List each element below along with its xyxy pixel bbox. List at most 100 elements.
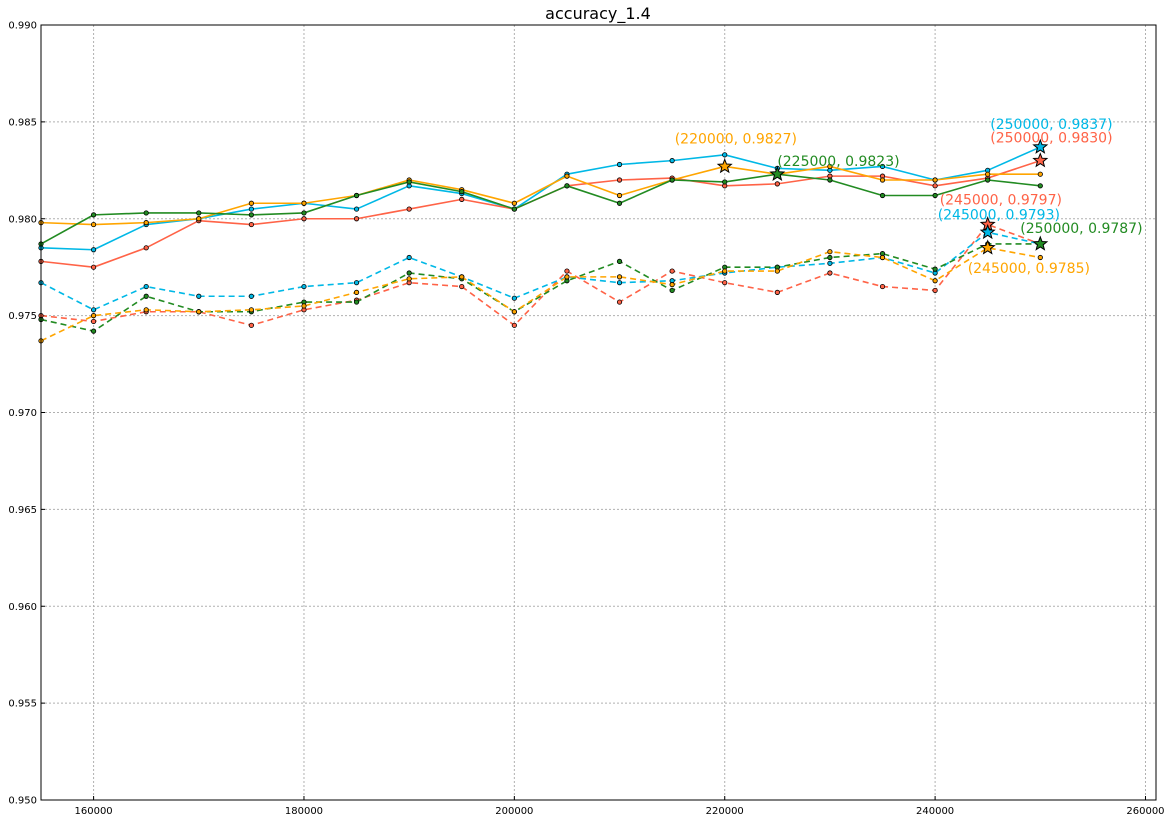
- best-value-annotation: (245000, 0.9785): [968, 261, 1090, 277]
- best-star-marker: [1032, 235, 1049, 251]
- data-point: [90, 264, 97, 270]
- data-point: [248, 322, 254, 328]
- data-point: [90, 221, 97, 228]
- data-point: [511, 295, 517, 301]
- data-point: [879, 254, 886, 261]
- data-point: [827, 254, 833, 261]
- x-tick-label: 260000: [1126, 806, 1164, 817]
- data-point: [985, 171, 991, 177]
- data-point: [248, 293, 254, 299]
- data-point: [248, 307, 254, 313]
- best-value-annotation: (220000, 0.9827): [675, 131, 797, 147]
- data-point: [353, 216, 360, 222]
- data-point: [143, 220, 149, 226]
- data-point: [879, 283, 886, 290]
- data-point: [932, 177, 938, 183]
- series-7-dashed: [38, 245, 1043, 344]
- y-tick-label: 0.980: [8, 214, 37, 225]
- series-line: [40, 247, 1041, 342]
- data-point: [459, 274, 465, 280]
- y-tick-label: 0.955: [8, 699, 37, 710]
- data-point: [248, 206, 254, 212]
- best-star-marker: [1032, 138, 1049, 154]
- x-tick-label: 200000: [495, 806, 533, 817]
- best-star-marker: [716, 158, 733, 174]
- data-point: [669, 287, 675, 294]
- series-layer: [38, 144, 1043, 344]
- best-star-marker: [1032, 152, 1049, 168]
- y-tick-label: 0.960: [8, 602, 37, 613]
- plot-frame: [40, 24, 1157, 801]
- data-point: [1037, 171, 1043, 177]
- data-point: [353, 299, 360, 305]
- data-point: [827, 249, 833, 255]
- series-line: [40, 146, 1041, 251]
- best-value-annotation: (250000, 0.9787): [1020, 221, 1142, 237]
- data-point: [827, 270, 833, 276]
- data-point: [143, 283, 149, 290]
- data-point: [511, 309, 517, 315]
- data-point: [301, 210, 307, 216]
- data-point: [143, 210, 149, 216]
- data-point: [564, 173, 570, 179]
- data-point: [459, 283, 465, 290]
- data-point: [564, 268, 570, 274]
- x-tick-label: 240000: [916, 806, 954, 817]
- data-point: [406, 270, 412, 276]
- data-point: [879, 177, 886, 183]
- chart-title: accuracy_1.4: [545, 4, 651, 24]
- data-point: [196, 210, 202, 216]
- data-point: [616, 177, 623, 183]
- data-point: [511, 322, 517, 328]
- data-point: [90, 307, 97, 313]
- best-star-marker: [769, 165, 786, 181]
- best-markers: (250000, 0.9837)(250000, 0.9830) (220000,…: [675, 117, 1143, 277]
- data-point: [301, 283, 307, 290]
- data-point: [932, 278, 938, 284]
- data-point: [511, 200, 517, 206]
- data-point: [669, 282, 675, 288]
- data-point: [616, 280, 623, 286]
- data-point: [248, 200, 254, 206]
- data-point: [301, 303, 307, 309]
- data-point: [827, 260, 833, 266]
- data-point: [616, 274, 623, 280]
- data-point: [406, 179, 412, 185]
- data-point: [774, 181, 780, 187]
- data-point: [774, 268, 780, 274]
- y-tick-label: 0.950: [8, 796, 37, 807]
- data-point: [879, 192, 886, 199]
- data-point: [143, 307, 149, 313]
- data-point: [90, 318, 97, 325]
- data-point: [985, 177, 991, 183]
- data-point: [827, 177, 833, 183]
- data-point: [301, 216, 307, 222]
- data-point: [616, 200, 623, 206]
- data-point: [616, 192, 623, 199]
- data-point: [1037, 183, 1043, 189]
- data-point: [774, 289, 780, 295]
- data-point: [669, 268, 675, 274]
- data-point: [616, 299, 623, 305]
- data-point: [669, 177, 675, 183]
- data-point: [353, 192, 360, 199]
- best-value-annotation: (245000, 0.9797): [940, 193, 1062, 209]
- data-point: [301, 200, 307, 206]
- data-point: [564, 274, 570, 280]
- data-point: [143, 245, 149, 251]
- data-point: [90, 247, 97, 253]
- y-tick-label: 0.970: [8, 408, 37, 419]
- data-point: [248, 221, 254, 228]
- series-line: [40, 165, 1041, 226]
- data-point: [511, 206, 517, 212]
- data-point: [564, 183, 570, 189]
- data-point: [1037, 254, 1043, 261]
- series-line: [40, 173, 1041, 245]
- y-tick-label: 0.965: [8, 505, 37, 516]
- best-star-marker: [979, 223, 996, 240]
- data-point: [722, 280, 728, 286]
- data-point: [827, 163, 833, 170]
- best-value-annotation: (225000, 0.9823): [777, 154, 899, 170]
- data-point: [459, 196, 465, 202]
